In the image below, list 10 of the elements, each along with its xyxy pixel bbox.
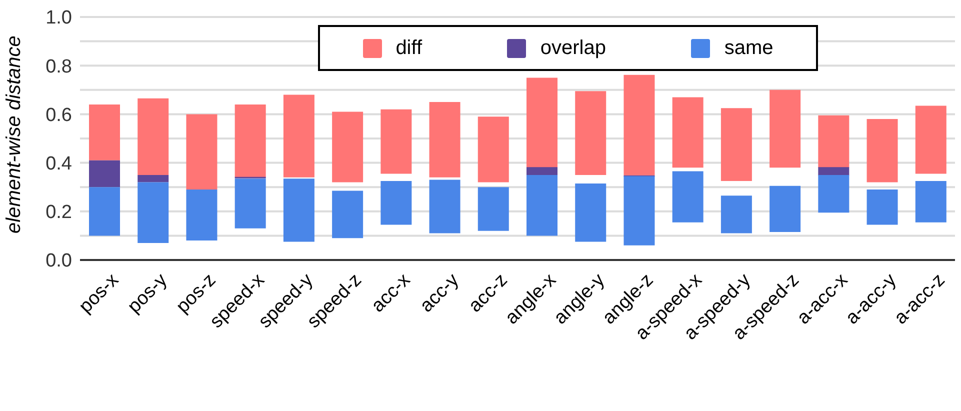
y-tick-label: 1.0 xyxy=(46,8,72,29)
legend-label: diff xyxy=(396,36,422,60)
y-tick-label: 0.8 xyxy=(46,56,72,78)
y-tick-label: 0.6 xyxy=(46,104,72,126)
y-tick-label: 0.0 xyxy=(46,250,72,272)
legend-label: overlap xyxy=(540,36,606,60)
y-axis-title: element-wise distance xyxy=(3,36,26,234)
y-tick-label: 0.2 xyxy=(46,202,72,224)
y-tick-label: 0.4 xyxy=(46,154,72,175)
legend-label: same xyxy=(724,36,774,60)
